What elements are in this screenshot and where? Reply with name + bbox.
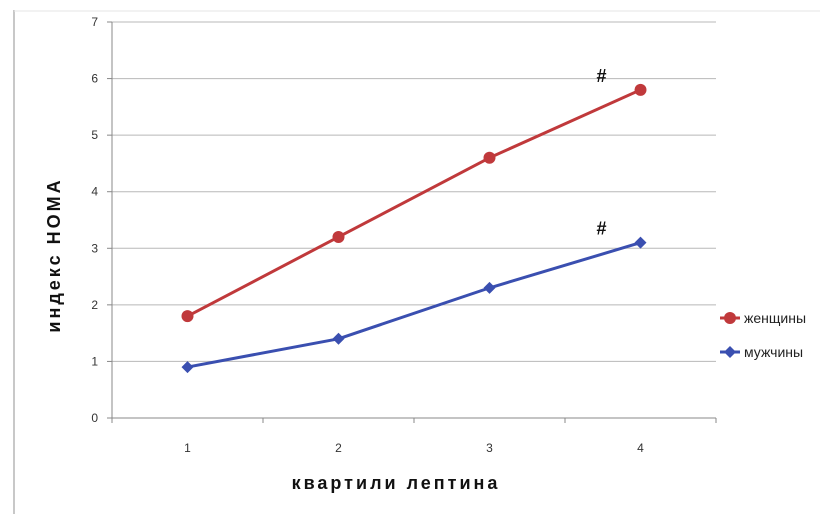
y-tick-label: 4: [91, 185, 98, 199]
x-tick-label: 1: [184, 441, 191, 455]
series-line-2: [187, 241, 641, 369]
legend-label-2: мужчины: [744, 344, 803, 360]
data-point: [483, 281, 496, 294]
data-point: [483, 151, 496, 164]
gridlines: [112, 21, 716, 362]
annotation-2: #: [597, 219, 607, 239]
data-point: [634, 83, 647, 96]
y-tick-label: 2: [91, 298, 98, 312]
axes: [111, 22, 716, 419]
y-tick-label: 6: [91, 72, 98, 86]
y-tick-label: 3: [91, 241, 98, 255]
legend: женщины мужчины: [720, 310, 806, 360]
y-tick-label: 0: [91, 411, 98, 425]
annotation-1: #: [597, 66, 607, 86]
x-tick-label: 3: [486, 441, 493, 455]
x-tick-label: 4: [637, 441, 644, 455]
y-axis-title: индекс НОМА: [44, 177, 64, 332]
data-point: [332, 332, 345, 345]
series-group: [181, 83, 647, 374]
annotations: ##: [597, 66, 607, 239]
data-point: [181, 361, 194, 374]
data-point: [332, 230, 345, 243]
y-tick-label: 1: [91, 354, 98, 368]
x-axis-ticks: 1 2 3 4: [111, 418, 717, 455]
x-axis-title: квартили лептина: [292, 473, 501, 493]
series-line-1: [186, 88, 642, 318]
x-tick-label: 2: [335, 441, 342, 455]
data-point: [181, 310, 194, 323]
data-point: [634, 236, 647, 249]
y-axis-ticks: 0 1 2 3 4 5 6 7: [91, 15, 112, 425]
legend-label-1: женщины: [744, 310, 806, 326]
y-tick-label: 7: [91, 15, 98, 29]
legend-marker-2: [724, 346, 736, 358]
y-tick-label: 5: [91, 128, 98, 142]
legend-marker-1: [724, 312, 736, 324]
